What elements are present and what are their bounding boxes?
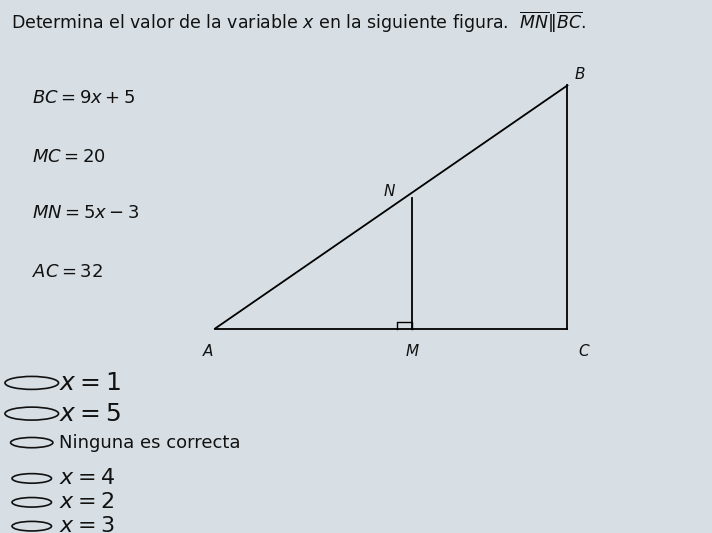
Text: $BC = 9x + 5$: $BC = 9x + 5$ xyxy=(32,89,135,107)
Text: A: A xyxy=(203,344,213,359)
Text: $x = 5$: $x = 5$ xyxy=(58,401,120,426)
Text: B: B xyxy=(575,67,585,82)
Text: $AC = 32$: $AC = 32$ xyxy=(32,263,103,281)
Text: Determina el valor de la variable $x$ en la siguiente figura.  $\overline{MN}\|\: Determina el valor de la variable $x$ en… xyxy=(11,10,585,35)
Text: M: M xyxy=(406,344,419,359)
Text: $MN = 5x - 3$: $MN = 5x - 3$ xyxy=(32,204,139,222)
Text: $x = 1$: $x = 1$ xyxy=(58,371,120,395)
Text: $x = 2$: $x = 2$ xyxy=(58,492,113,512)
Text: $x = 4$: $x = 4$ xyxy=(58,469,115,488)
Text: N: N xyxy=(383,184,394,199)
Text: $x = 3$: $x = 3$ xyxy=(58,516,114,533)
Text: Ninguna es correcta: Ninguna es correcta xyxy=(58,434,240,451)
Text: C: C xyxy=(578,344,589,359)
Text: $MC = 20$: $MC = 20$ xyxy=(32,148,105,166)
